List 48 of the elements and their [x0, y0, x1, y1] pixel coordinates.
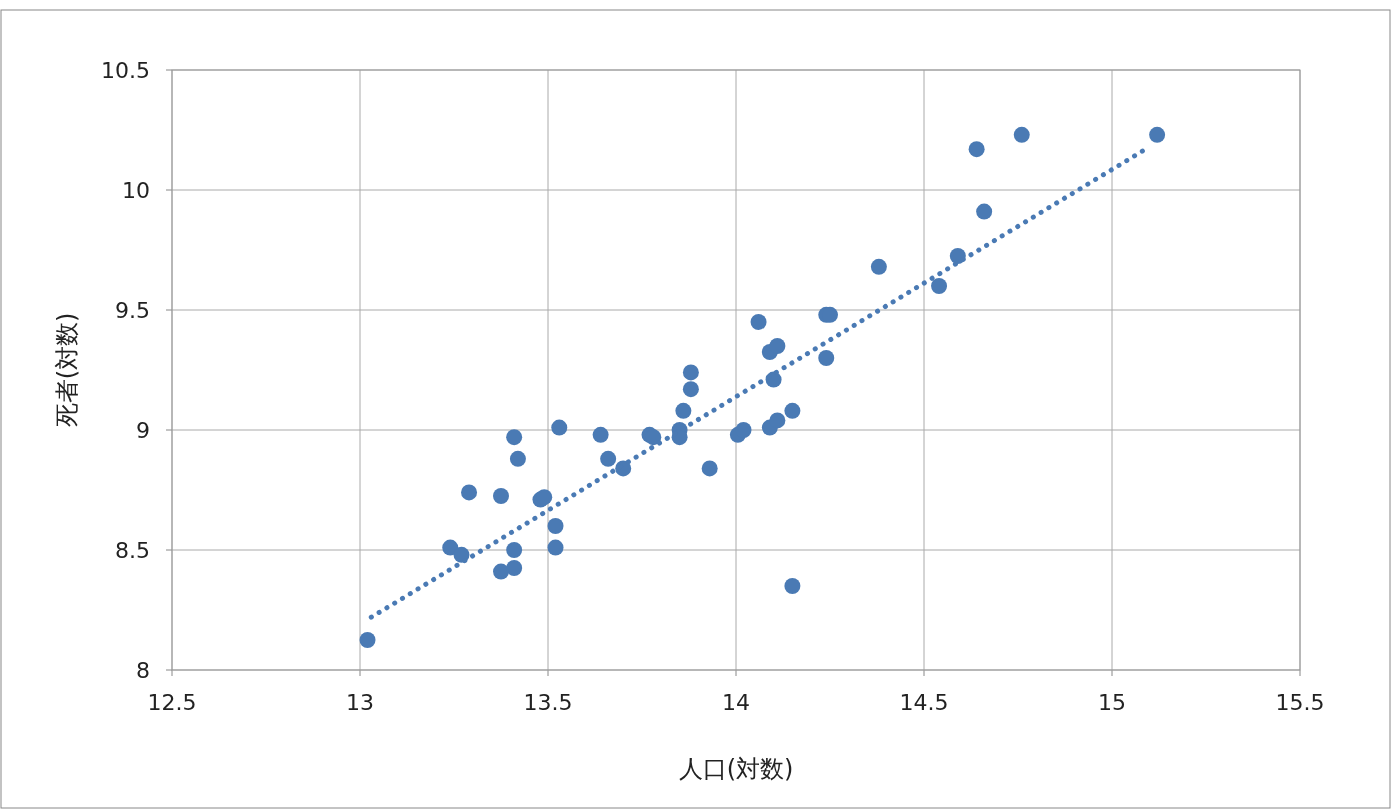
point [769, 412, 786, 429]
point [1149, 126, 1166, 143]
point [600, 450, 617, 467]
point [645, 429, 662, 446]
x-tick-label: 13 [346, 690, 374, 715]
point [682, 381, 699, 398]
point [359, 632, 376, 648]
x-tick-label: 14 [722, 690, 750, 715]
point [769, 338, 786, 354]
x-axis-title: 人口(対数) [678, 755, 794, 783]
point [547, 518, 564, 534]
point [592, 426, 609, 443]
x-tick-label: 14.5 [899, 690, 949, 715]
y-tick-label: 9 [136, 418, 150, 443]
point [442, 539, 459, 556]
point [682, 364, 699, 381]
x-tick-label: 13.5 [523, 690, 573, 715]
point [675, 402, 692, 419]
point [976, 203, 993, 220]
point [506, 560, 523, 576]
point [968, 141, 985, 158]
x-tick-label: 15 [1098, 690, 1126, 715]
y-tick-label: 8 [136, 658, 150, 683]
point [1013, 126, 1030, 143]
point [493, 488, 509, 504]
point [735, 422, 752, 438]
y-tick-label: 9.5 [115, 298, 150, 323]
point [509, 450, 526, 467]
point [818, 350, 835, 366]
point [931, 278, 948, 294]
y-tick-label: 10.5 [101, 58, 150, 83]
point [551, 419, 568, 436]
point [493, 563, 509, 580]
y-axis-title: 死者(対数) [53, 312, 81, 428]
point [701, 460, 718, 477]
point [536, 489, 553, 506]
point [870, 258, 887, 275]
y-tick-label: 10 [122, 178, 150, 203]
point [784, 578, 801, 594]
x-tick-label: 15.5 [1275, 690, 1325, 715]
y-tick-label: 8.5 [115, 538, 150, 563]
point [784, 402, 801, 419]
x-tick-label: 12.5 [147, 690, 197, 715]
point [750, 314, 767, 330]
point [506, 542, 523, 558]
point [506, 429, 523, 446]
point [461, 484, 478, 501]
point [547, 539, 564, 556]
